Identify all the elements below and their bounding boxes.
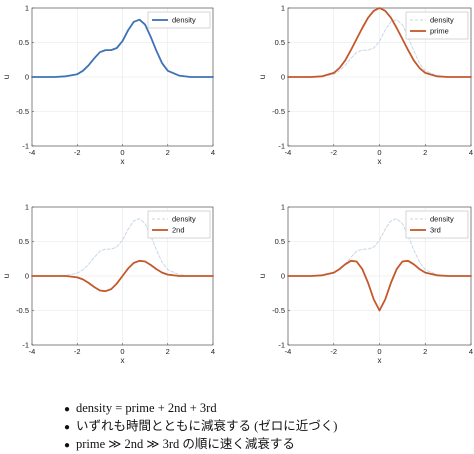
x-tick-label: -2 — [330, 148, 337, 157]
bullet-icon: ● — [64, 422, 71, 433]
x-tick-label: 2 — [166, 347, 170, 356]
x-tick-label: -4 — [285, 148, 292, 157]
y-tick-label: 0.5 — [275, 237, 285, 246]
note-item: ● prime ≫ 2nd ≫ 3rd の順に速く減衰する — [64, 436, 337, 454]
subplot-1: -4 -2 0 2 4 -1 -0.5 0 0.5 1 x u density — [2, 4, 215, 167]
bullet-icon: ● — [64, 440, 71, 451]
y-tick-label: 0 — [25, 73, 29, 82]
x-tick-label: 2 — [166, 148, 170, 157]
x-tick-label: -2 — [74, 347, 81, 356]
x-axis-label: x — [121, 356, 125, 365]
y-tick-label: 1 — [281, 4, 285, 13]
x-tick-label: 0 — [377, 148, 381, 157]
x-tick-label: -4 — [29, 148, 36, 157]
x-axis-label: x — [378, 356, 382, 365]
x-tick-label: -4 — [29, 347, 36, 356]
y-axis-label: u — [258, 274, 267, 278]
note-item: ● いずれも時間とともに減衰する (ゼロに近づく) — [64, 418, 337, 436]
x-tick-label: 4 — [469, 148, 473, 157]
legend-box — [147, 11, 211, 29]
y-tick-label: 1 — [25, 4, 29, 13]
notes-list: ● density = prime + 2nd + 3rd ● いずれも時間とともに… — [64, 400, 337, 454]
x-tick-label: -4 — [285, 347, 292, 356]
legend-box — [405, 210, 469, 239]
legend-label: density — [430, 16, 454, 25]
x-tick-label: -2 — [330, 347, 337, 356]
x-axis-label: x — [378, 157, 382, 166]
series-line-3rd — [287, 259, 472, 312]
x-tick-label: 2 — [423, 148, 427, 157]
legend-label: density — [172, 215, 196, 224]
subplot-2: -4 -2 0 2 4 -1 -0.5 0 0.5 1 x u density prime — [258, 4, 473, 167]
y-tick-label: 0.5 — [19, 237, 29, 246]
y-tick-label: -1 — [22, 142, 29, 151]
y-tick-label: 1 — [281, 203, 285, 212]
y-tick-label: -0.5 — [16, 107, 29, 116]
x-axis-label: x — [121, 157, 125, 166]
y-tick-label: -1 — [278, 142, 285, 151]
legend-label: prime — [430, 27, 449, 36]
legend-label: density — [172, 16, 196, 25]
note-text: いずれも時間とともに減衰する (ゼロに近づく) — [76, 419, 338, 433]
legend-box — [405, 11, 469, 40]
series-line-prime — [287, 7, 472, 78]
bullet-icon: ● — [64, 404, 71, 415]
y-tick-label: -1 — [22, 341, 29, 350]
legend-box — [147, 210, 211, 239]
series-line-density — [31, 18, 214, 78]
y-tick-label: 0.5 — [275, 38, 285, 47]
y-tick-label: 0 — [281, 272, 285, 281]
legend-label: density — [430, 215, 454, 224]
x-tick-label: 2 — [423, 347, 427, 356]
y-tick-label: 0 — [281, 73, 285, 82]
y-tick-label: -0.5 — [272, 306, 285, 315]
x-tick-label: 0 — [120, 148, 124, 157]
subplot-3: -4 -2 0 2 4 -1 -0.5 0 0.5 1 x u density 2nd — [2, 203, 215, 366]
subplot-4: -4 -2 0 2 4 -1 -0.5 0 0.5 1 x u density 3rd — [258, 203, 473, 366]
note-item: ● density = prime + 2nd + 3rd — [64, 400, 337, 418]
x-tick-label: 4 — [211, 347, 215, 356]
note-text: density = prime + 2nd + 3rd — [76, 401, 217, 415]
legend-label: 2nd — [172, 226, 185, 235]
x-tick-label: 4 — [469, 347, 473, 356]
subplot-grid: -4 -2 0 2 4 -1 -0.5 0 0.5 1 x u density -4 -2 0 2 4 -1 -0.5… — [2, 4, 473, 366]
y-tick-label: -1 — [278, 341, 285, 350]
y-tick-label: 0.5 — [19, 38, 29, 47]
y-axis-label: u — [2, 274, 11, 278]
series-line-2nd — [31, 259, 214, 293]
x-tick-label: 4 — [211, 148, 215, 157]
y-tick-label: 0 — [25, 272, 29, 281]
series-line-density — [31, 218, 214, 277]
note-text: prime ≫ 2nd ≫ 3rd の順に速く減衰する — [76, 437, 295, 451]
figure: -4 -2 0 2 4 -1 -0.5 0 0.5 1 x u density -4 -2 0 2 4 -1 -0.5… — [2, 4, 473, 366]
y-axis-label: u — [258, 75, 267, 79]
y-tick-label: 1 — [25, 203, 29, 212]
y-tick-label: -0.5 — [16, 306, 29, 315]
x-tick-label: -2 — [74, 148, 81, 157]
series-line-density — [287, 19, 472, 78]
y-axis-label: u — [2, 75, 11, 79]
x-tick-label: 0 — [120, 347, 124, 356]
x-tick-label: 0 — [377, 347, 381, 356]
legend-label: 3rd — [430, 226, 441, 235]
y-tick-label: -0.5 — [272, 107, 285, 116]
